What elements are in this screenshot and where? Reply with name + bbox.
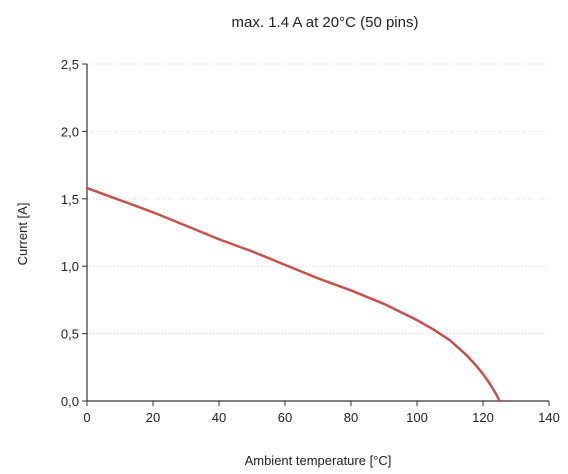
y-tick-label: 0,5	[61, 327, 79, 342]
x-tick-labels: 0 20 40 60 80 100 120 140	[83, 410, 559, 425]
x-tick-label: 0	[83, 410, 90, 425]
axes	[82, 63, 550, 406]
y-axis-label: Current [A]	[15, 203, 30, 266]
x-tick-label: 20	[146, 410, 160, 425]
x-tick-label: 120	[472, 410, 494, 425]
x-tick-label: 100	[406, 410, 428, 425]
y-tick-label: 0,0	[61, 394, 79, 409]
chart-title: max. 1.4 A at 20°C (50 pins)	[232, 14, 419, 31]
grid-lines	[87, 63, 549, 335]
x-tick-label: 40	[212, 410, 226, 425]
x-tick-label: 60	[278, 410, 292, 425]
y-tick-label: 2,0	[61, 124, 79, 139]
x-axis-label: Ambient temperature [°C]	[245, 453, 392, 468]
x-tick-label: 80	[344, 410, 358, 425]
data-series	[85, 186, 501, 403]
y-tick-label: 2,5	[61, 57, 79, 72]
y-tick-label: 1,5	[61, 192, 79, 207]
y-tick-labels: 0,0 0,5 1,0 1,5 2,0 2,5	[61, 57, 79, 409]
y-tick-label: 1,0	[61, 259, 79, 274]
x-tick-label: 140	[538, 410, 560, 425]
current-curve	[85, 186, 501, 403]
